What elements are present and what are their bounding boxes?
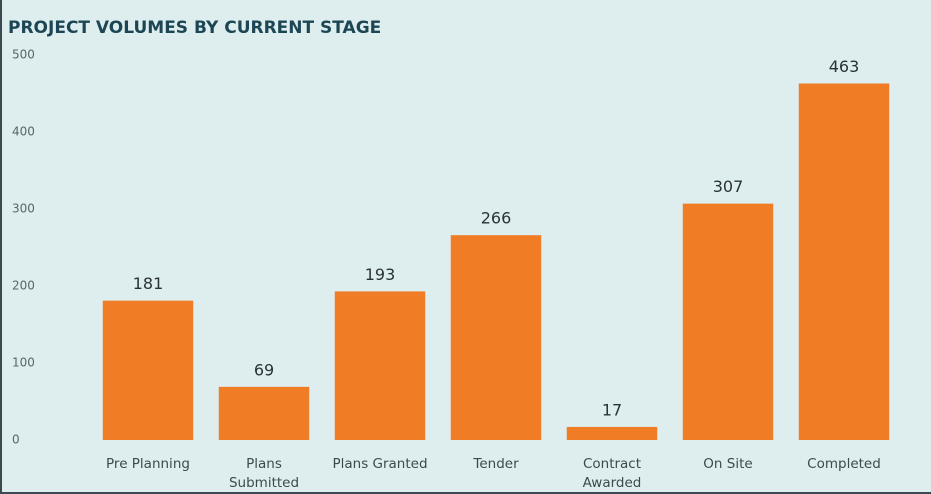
x-tick-label: On Site (703, 456, 753, 472)
bar (334, 291, 426, 440)
data-label: 181 (133, 274, 164, 293)
bar (682, 203, 774, 440)
bar (102, 300, 194, 440)
x-tick-label: Plans Granted (332, 456, 428, 472)
y-tick-label: 400 (12, 125, 35, 139)
bar (798, 83, 890, 441)
y-tick-label: 300 (12, 202, 35, 216)
data-label: 266 (481, 209, 512, 228)
data-label: 463 (829, 57, 860, 76)
bar (450, 235, 542, 440)
x-tick-label: Completed (807, 456, 881, 472)
data-label: 69 (254, 360, 274, 379)
x-tick-label: Pre Planning (106, 456, 190, 472)
bar (566, 426, 658, 440)
y-tick-label: 200 (12, 279, 35, 293)
y-tick-label: 0 (12, 433, 20, 447)
x-tick-label: Tender (473, 456, 519, 472)
y-tick-label: 100 (12, 356, 35, 370)
y-tick-label: 500 (12, 48, 35, 62)
x-tick-label: Plans Submitted (228, 456, 300, 491)
bar (218, 386, 310, 440)
data-label: 307 (713, 177, 744, 196)
data-label: 17 (602, 400, 622, 419)
chart-title: PROJECT VOLUMES BY CURRENT STAGE (8, 18, 381, 38)
x-tick-label: Contract Awarded (582, 456, 642, 491)
data-label: 193 (365, 265, 396, 284)
